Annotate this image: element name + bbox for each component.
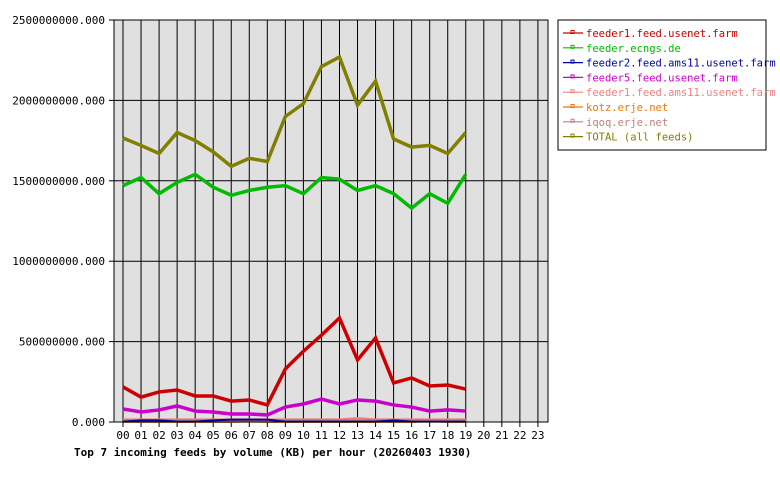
legend: feeder1.feed.usenet.farm feeder.ecngs.de f…	[557, 19, 776, 151]
x-tick-label: 17	[423, 429, 436, 442]
x-tick-label: 00	[116, 429, 129, 442]
x-tick-label: 20	[477, 429, 490, 442]
legend-entry: feeder1.feed.usenet.farm	[586, 28, 738, 40]
legend-entry: TOTAL (all feeds)	[586, 132, 693, 144]
y-tick-label: 0.000	[72, 416, 105, 429]
x-tick-label: 18	[441, 429, 454, 442]
series-line	[122, 397, 466, 417]
plot-border	[113, 19, 549, 423]
x-axis: 00 01 02 03 04 05 06 07 08 09 10 11 12 13 14 15 16 17 18 19…	[116, 429, 544, 442]
x-tick-label: 02	[152, 429, 165, 442]
x-tick-label: 06	[225, 429, 238, 442]
x-tick-label: 09	[279, 429, 292, 442]
x-tick-label: 23	[531, 429, 544, 442]
legend-entry: iqoq.erje.net	[586, 117, 668, 129]
y-tick-label: 1500000000.000	[12, 175, 105, 188]
x-tick-label: 22	[513, 429, 526, 442]
x-tick-label: 04	[189, 429, 203, 442]
chart-caption: Top 7 incoming feeds by volume (KB) per …	[74, 446, 471, 459]
legend-entry: feeder2.feed.ams11.usenet.farm	[586, 58, 776, 70]
x-tick-label: 10	[297, 429, 310, 442]
y-tick-label: 1000000000.000	[12, 255, 105, 268]
x-tick-label: 19	[459, 429, 472, 442]
x-tick-label: 08	[261, 429, 274, 442]
legend-box	[557, 19, 767, 151]
x-tick-label: 12	[333, 429, 346, 442]
y-tick-label: 2500000000.000	[12, 14, 105, 27]
y-axis: 0.000 500000000.000 1000000000.000 15000000…	[12, 14, 114, 429]
x-tick-label: 14	[369, 429, 383, 442]
x-tick-label: 16	[405, 429, 418, 442]
legend-entry: feeder5.feed.usenet.farm	[586, 72, 738, 84]
legend-entry: feeder1.feed.ams11.usenet.farm	[586, 87, 776, 99]
plot-area	[114, 20, 548, 422]
x-tick-label: 01	[134, 429, 147, 442]
series-line	[122, 54, 468, 169]
y-tick-label: 500000000.000	[19, 336, 105, 349]
legend-entry: kotz.erje.net	[586, 102, 668, 114]
x-tick-label: 15	[387, 429, 400, 442]
x-tick-label: 11	[315, 429, 328, 442]
legend-entry: feeder.ecngs.de	[586, 43, 681, 55]
x-tick-label: 13	[351, 429, 364, 442]
x-tick-label: 05	[207, 429, 220, 442]
y-tick-label: 2000000000.000	[12, 94, 105, 107]
x-tick-label: 03	[170, 429, 183, 442]
series-line	[122, 314, 467, 408]
x-tick-label: 21	[495, 429, 508, 442]
x-tick-label: 07	[243, 429, 256, 442]
series-line	[122, 172, 468, 211]
